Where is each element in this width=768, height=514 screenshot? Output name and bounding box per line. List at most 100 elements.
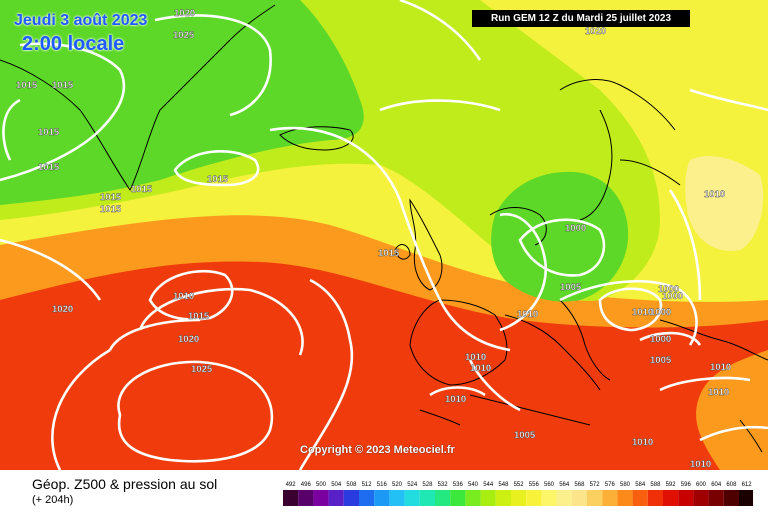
scale-swatch (632, 490, 648, 506)
scale-label: 608 (726, 482, 737, 488)
scale-swatch (495, 490, 511, 506)
scale-swatch (571, 490, 587, 506)
pressure-label: 1020 (174, 8, 195, 19)
scale-label: 612 (742, 482, 753, 488)
scale-label: 532 (438, 482, 449, 488)
scale-label: 580 (620, 482, 631, 488)
pressure-label: 1005 (650, 355, 672, 366)
pressure-label: 1020 (178, 334, 199, 345)
scale-label: 584 (635, 482, 646, 488)
pressure-label: 1005 (560, 282, 582, 293)
scale-label: 504 (331, 482, 342, 488)
scale-label: 524 (407, 482, 418, 488)
pressure-label: 1010 (710, 362, 731, 373)
scale-swatch (647, 490, 663, 506)
scale-label: 568 (574, 482, 585, 488)
scale-label: 604 (711, 482, 722, 488)
color-scale: 492 496 500 504 508 512 516 520 524 528 532 536 540 5… (283, 478, 755, 514)
pressure-label: 1015 (100, 192, 122, 203)
scale-swatch (419, 490, 435, 506)
pressure-labels: 1020 1025 1015 1015 1015 1015 1015 1015 … (16, 8, 732, 470)
scale-swatch (389, 490, 405, 506)
scale-label: 600 (696, 482, 707, 488)
scale-swatch (708, 490, 724, 506)
run-info: Run GEM 12 Z du Mardi 25 juillet 2023 (472, 10, 690, 27)
scale-label: 556 (529, 482, 540, 488)
isobars (0, 0, 768, 470)
scale-label: 500 (316, 482, 327, 488)
scale-swatch (678, 490, 694, 506)
band-paleyellow (685, 155, 764, 251)
pressure-label: 1000 (658, 284, 679, 295)
pressure-label: 1000 (650, 307, 671, 318)
pressure-label: 1000 (565, 223, 586, 234)
scale-label: 492 (286, 482, 297, 488)
scale-label: 544 (483, 482, 494, 488)
scale-label: 508 (346, 482, 357, 488)
scale-label: 516 (377, 482, 388, 488)
pressure-label: 1015 (16, 80, 38, 91)
pressure-label: 1010 (465, 352, 486, 363)
pressure-label: 1015 (38, 127, 60, 138)
scale-swatch (587, 490, 603, 506)
scale-label: 552 (514, 482, 525, 488)
pressure-label: 1010 (445, 394, 466, 405)
pressure-label: 1020 (585, 26, 606, 37)
scale-swatch (359, 490, 375, 506)
scale-label: 512 (362, 482, 373, 488)
pressure-label: 1015 (38, 162, 60, 173)
scale-swatch (404, 490, 420, 506)
scale-swatch (283, 490, 299, 506)
pressure-label: 1010 (704, 189, 725, 200)
copyright: Copyright © 2023 Meteociel.fr (300, 444, 455, 456)
scale-swatch (511, 490, 527, 506)
pressure-label: 1015 (188, 311, 210, 322)
forecast-time: 2:00 locale (22, 33, 125, 55)
scale-label: 592 (666, 482, 677, 488)
scale-label: 572 (590, 482, 601, 488)
map-title: Géop. Z500 & pression au sol (32, 476, 218, 492)
pressure-label: 1015 (52, 80, 74, 91)
map-subtitle: (+ 204h) (32, 494, 74, 506)
scale-swatch (602, 490, 618, 506)
pressure-label: 1010 (470, 363, 491, 374)
pressure-label: 1010 (632, 307, 653, 318)
scale-label: 536 (453, 482, 464, 488)
pressure-label: 1015 (207, 174, 229, 185)
pressure-label: 1005 (514, 430, 536, 441)
pressure-label: 1000 (650, 334, 671, 345)
scale-swatch (526, 490, 542, 506)
scale-swatch (313, 490, 329, 506)
forecast-date: Jeudi 3 août 2023 (14, 12, 148, 29)
scale-label: 548 (498, 482, 509, 488)
scale-swatch (465, 490, 481, 506)
pressure-label: 1010 (708, 387, 729, 398)
scale-label: 496 (301, 482, 312, 488)
pressure-label: 1015 (378, 248, 400, 259)
scale-swatch (298, 490, 314, 506)
pressure-label: 1010 (517, 309, 538, 320)
scale-swatch (374, 490, 390, 506)
scale-swatch (556, 490, 572, 506)
scale-swatch (663, 490, 679, 506)
scale-label: 596 (681, 482, 692, 488)
scale-swatch (541, 490, 557, 506)
scale-label: 564 (559, 482, 570, 488)
coastlines (0, 4, 768, 453)
scale-swatch (480, 490, 496, 506)
scale-label: 540 (468, 482, 479, 488)
scale-swatch (343, 490, 359, 506)
weather-map: 1020 1025 1015 1015 1015 1015 1015 1015 … (0, 0, 768, 470)
scale-label: 520 (392, 482, 403, 488)
scale-swatch (693, 490, 709, 506)
pressure-label: 1000 (662, 291, 683, 302)
scale-swatch (450, 490, 466, 506)
scale-swatch (617, 490, 633, 506)
scale-swatch (435, 490, 451, 506)
scale-swatch (328, 490, 344, 506)
scale-label: 528 (422, 482, 433, 488)
pressure-label: 1010 (173, 291, 194, 302)
scale-label: 588 (650, 482, 661, 488)
pressure-label: 1010 (632, 437, 653, 448)
pressure-label: 1015 (131, 184, 153, 195)
